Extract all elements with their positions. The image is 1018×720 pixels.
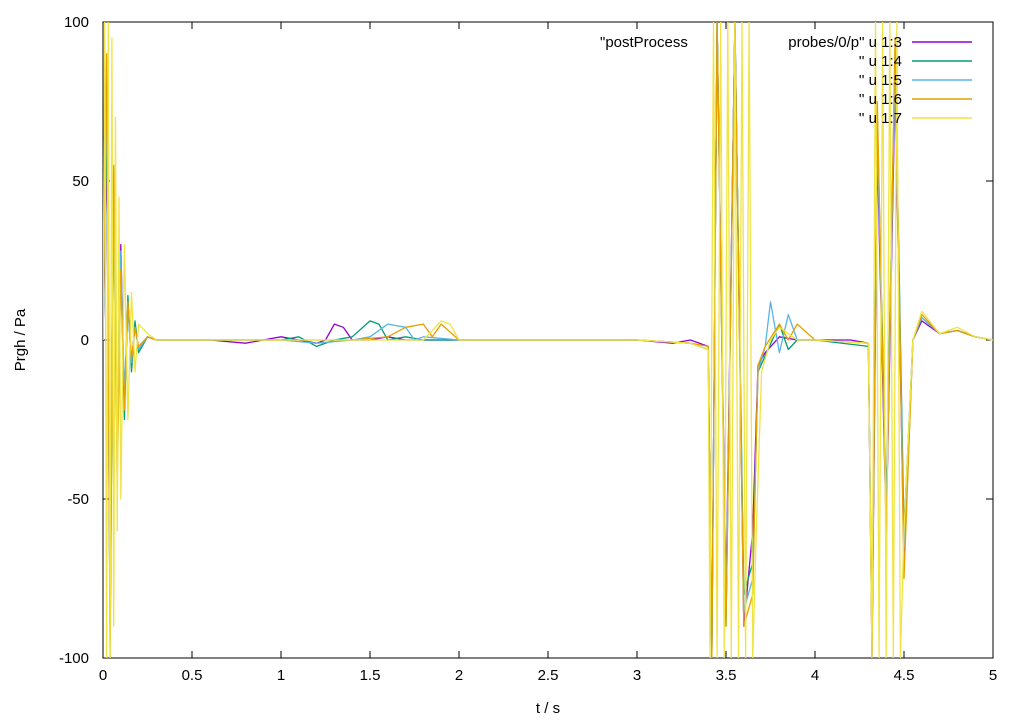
- x-tick-label: 5: [989, 667, 997, 684]
- legend-label-1-tail: probes/0/p" u 1:3: [788, 34, 902, 51]
- legend-label-2: '' u 1:4: [859, 53, 902, 70]
- series-lines: [103, 22, 993, 658]
- y-tick-label: -50: [67, 491, 89, 508]
- x-tick-label: 2.5: [538, 667, 559, 684]
- legend-label-5: '' u 1:7: [859, 110, 902, 127]
- x-axis-label: t / s: [536, 700, 560, 717]
- y-tick-label: -100: [59, 650, 89, 667]
- x-tick-label: 3: [633, 667, 641, 684]
- x-tick-label: 1.5: [360, 667, 381, 684]
- legend-label-3: '' u 1:5: [859, 72, 902, 89]
- x-tick-label: 3.5: [716, 667, 737, 684]
- x-tick-label: 0: [99, 667, 107, 684]
- y-tick-label: 100: [64, 14, 89, 31]
- x-tick-label: 2: [455, 667, 463, 684]
- legend-label-1: "postProcess: [600, 34, 688, 51]
- y-axis-label: Prgh / Pa: [12, 308, 29, 371]
- y-tick-label: 50: [72, 173, 89, 190]
- series-line-5: [103, 22, 993, 658]
- x-tick-label: 4: [811, 667, 819, 684]
- axis-ticks: 0 0.5 1 1.5 2 2.5 3 3.5 4 4.5 5 100 50 0 -50 -100: [59, 14, 997, 684]
- legend: "postProcess probes/0/p" u 1:3 '' u 1:4 '' …: [600, 34, 972, 127]
- x-tick-label: 0.5: [182, 667, 203, 684]
- y-tick-label: 0: [81, 332, 89, 349]
- x-tick-label: 1: [277, 667, 285, 684]
- x-tick-label: 4.5: [894, 667, 915, 684]
- legend-label-4: '' u 1:6: [859, 91, 902, 108]
